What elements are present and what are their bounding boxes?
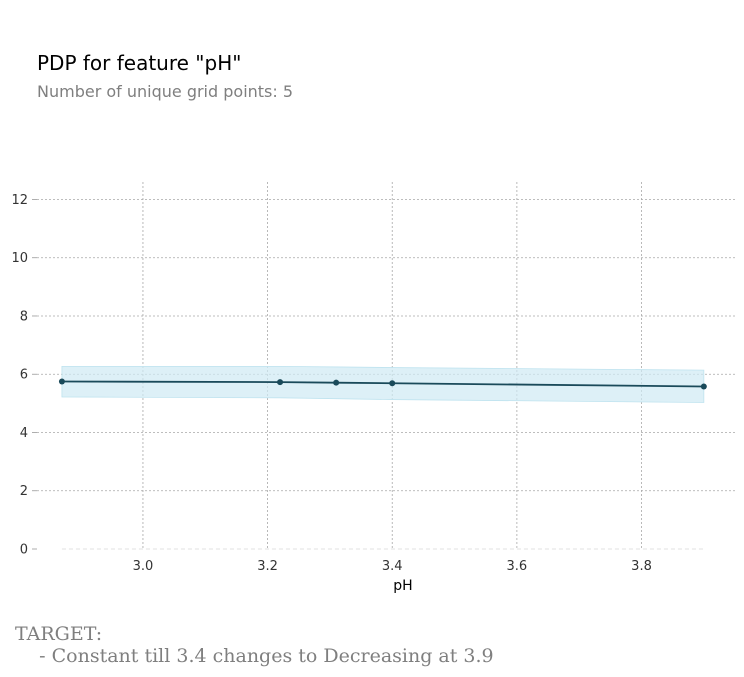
- y-tick-label: 12: [11, 193, 28, 208]
- pdp-point: [389, 380, 396, 387]
- chart-subtitle: Number of unique grid points: 5: [37, 82, 294, 101]
- x-tick-label: 3.0: [133, 559, 154, 574]
- x-tick-label: 3.6: [507, 559, 528, 574]
- chart-title: PDP for feature "pH": [37, 51, 242, 75]
- y-tick-label: 0: [20, 543, 28, 558]
- target-note-line: - Constant till 3.4 changes to Decreasin…: [15, 645, 494, 667]
- x-tick-label: 3.4: [382, 559, 403, 574]
- pdp-point: [58, 378, 65, 385]
- y-tick-label: 8: [20, 309, 28, 324]
- x-tick-label: 3.8: [631, 559, 652, 574]
- x-axis-label: pH: [393, 578, 412, 594]
- pdp-point: [333, 379, 340, 386]
- target-note: TARGET: - Constant till 3.4 changes to D…: [15, 623, 494, 667]
- confidence-band: [61, 365, 705, 403]
- pdp-point: [700, 383, 707, 390]
- y-tick-label: 6: [20, 368, 28, 383]
- x-tick-label: 3.2: [257, 559, 278, 574]
- target-note-heading: TARGET:: [15, 623, 103, 645]
- y-tick-label: 10: [11, 251, 28, 266]
- y-tick-label: 2: [20, 484, 28, 499]
- y-tick-label: 4: [20, 426, 28, 441]
- pdp-point: [277, 379, 284, 386]
